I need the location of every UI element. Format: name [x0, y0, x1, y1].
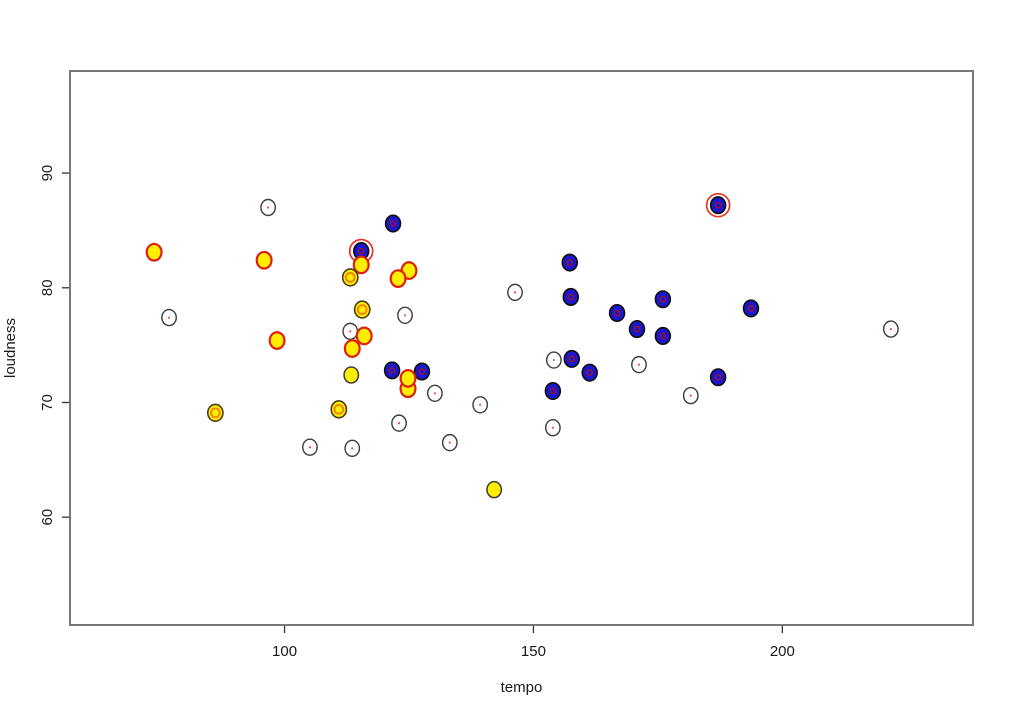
data-point-yellow_red	[399, 368, 417, 388]
point-center-dot	[397, 422, 401, 425]
point-center-dot	[479, 403, 482, 406]
data-point-yellow_double	[206, 403, 224, 423]
point-center-dot	[167, 316, 171, 319]
data-point-blue	[383, 361, 401, 380]
y-axis-title: loudness	[2, 318, 19, 378]
point-inner-ring	[389, 220, 397, 227]
data-point-blue	[581, 363, 598, 382]
point-center-dot	[689, 394, 692, 397]
data-point-blue	[654, 326, 672, 346]
point-inner-ring	[549, 387, 557, 395]
point-inner-ring	[659, 332, 667, 340]
data-point-blue	[742, 299, 760, 318]
data-point-yellow_double	[330, 400, 348, 419]
point-center-dot	[637, 363, 641, 366]
data-point-yellow_red	[343, 339, 361, 358]
data-point-yellow_dark	[343, 366, 360, 384]
highlight-ring	[705, 192, 731, 218]
point-inner-ring	[418, 368, 426, 375]
data-point-blue	[709, 196, 727, 215]
data-point-blue	[562, 287, 580, 307]
point-center-dot	[513, 291, 517, 294]
data-point-blue	[628, 320, 646, 339]
point-inner-ring	[714, 201, 722, 209]
point-center-dot	[267, 206, 270, 209]
point-inner-ring	[344, 272, 356, 283]
data-point-blue	[709, 368, 727, 387]
data-point-blue	[608, 303, 626, 323]
point-inner-ring	[613, 309, 621, 317]
data-point-blue	[654, 290, 672, 309]
point-inner-ring	[333, 403, 345, 415]
point-inner-ring	[356, 304, 368, 315]
data-point-yellow_red	[255, 250, 273, 270]
x-tick-label: 200	[770, 643, 795, 660]
data-point-yellow_red	[355, 326, 373, 346]
data-point-yellow_red	[268, 331, 286, 350]
data-point-blue	[544, 381, 562, 401]
x-tick-label: 100	[272, 643, 297, 660]
point-center-dot	[351, 447, 354, 450]
data-point-blue	[413, 362, 431, 381]
data-point-blue	[384, 214, 402, 233]
y-tick-label: 80	[39, 279, 56, 296]
y-tick-label: 70	[39, 394, 56, 411]
point-center-dot	[403, 314, 407, 317]
point-inner-ring	[388, 367, 396, 374]
point-inner-ring	[633, 325, 641, 333]
point-inner-ring	[586, 369, 593, 376]
x-axis-title: tempo	[501, 679, 543, 696]
point-inner-ring	[568, 355, 576, 363]
data-point-blue	[561, 253, 579, 272]
point-inner-ring	[747, 305, 755, 312]
point-inner-ring	[566, 259, 574, 266]
point-inner-ring	[209, 407, 221, 419]
y-tick-label: 60	[39, 509, 56, 526]
plot-border	[69, 70, 974, 626]
point-inner-ring	[714, 373, 722, 381]
point-center-dot	[889, 327, 892, 331]
data-point-yellow_red	[145, 242, 163, 262]
point-center-dot	[433, 392, 436, 395]
data-point-yellow_double	[341, 268, 359, 287]
data-point-blue	[563, 349, 581, 368]
data-point-yellow_red	[352, 255, 370, 275]
point-center-dot	[448, 441, 451, 444]
data-point-yellow_red	[389, 269, 407, 289]
point-center-dot	[552, 358, 555, 362]
x-tick-label: 150	[521, 643, 546, 660]
point-center-dot	[308, 446, 312, 449]
point-center-dot	[349, 330, 352, 333]
point-center-dot	[551, 426, 554, 429]
point-inner-ring	[567, 293, 575, 301]
data-point-yellow_dark	[486, 480, 503, 499]
point-inner-ring	[659, 296, 667, 303]
y-tick-label: 90	[39, 165, 56, 182]
point-inner-ring	[357, 247, 365, 255]
data-point-yellow_double	[353, 300, 371, 319]
